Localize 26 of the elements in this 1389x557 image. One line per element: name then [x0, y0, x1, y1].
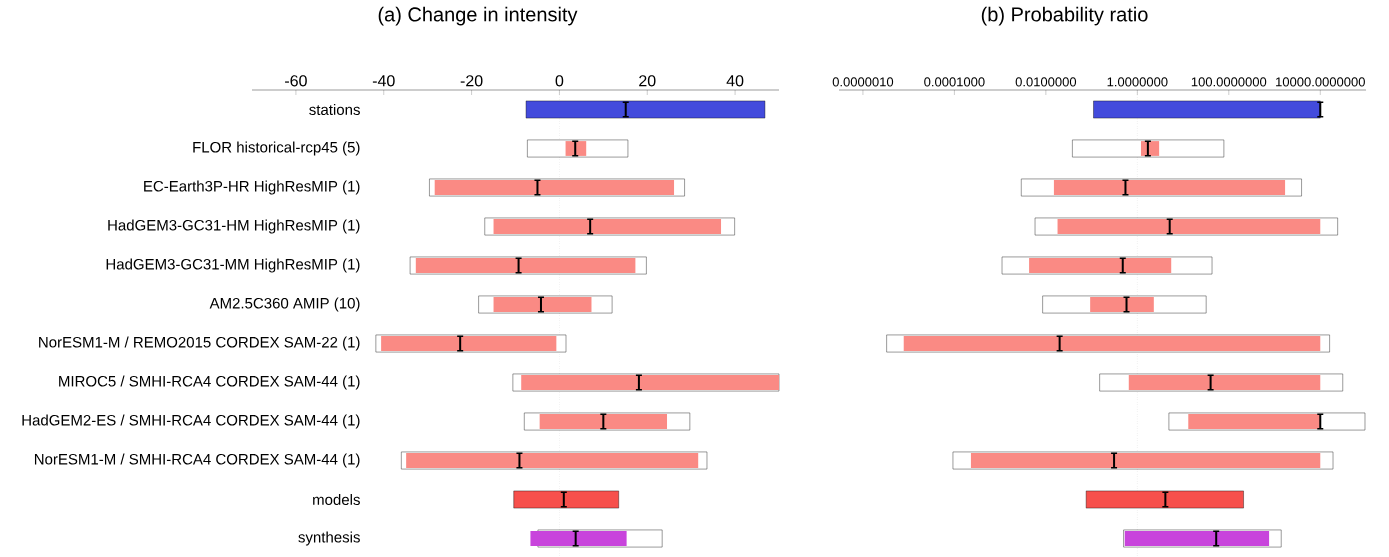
y-tick-label: EC-Earth3P-HR HighResMIP (1) — [144, 180, 360, 195]
chart-title: (a) Change in intensity — [378, 6, 578, 26]
x-tick-label: -20 — [460, 75, 483, 87]
x-tick-label: 0 — [555, 75, 564, 87]
y-tick-label: HadGEM3-GC31-HM HighResMIP (1) — [108, 219, 360, 234]
y-tick-label: AM2.5C360 AMIP (10) — [209, 297, 360, 312]
x-tick-label: 40 — [726, 75, 744, 87]
chart-title: (b) Probability ratio — [981, 6, 1148, 26]
x-tick-label: 100.0000000 — [1191, 77, 1267, 87]
x-tick-label: 0.0000010 — [832, 77, 894, 87]
y-tick-label: MIROC5 / SMHI-RCA4 CORDEX SAM-44 (1) — [59, 375, 360, 390]
y-tick-label: FLOR historical-rcp45 (5) — [193, 141, 360, 156]
x-tick-label: 0.0001000 — [924, 77, 985, 87]
x-tick-label: 1.0000000 — [1107, 77, 1168, 87]
y-tick-label: synthesis — [298, 531, 360, 546]
x-tick-label: 20 — [639, 75, 656, 87]
y-tick-label: HadGEM3-GC31-MM HighResMIP (1) — [106, 258, 360, 273]
y-tick-label: NorESM1-M / REMO2015 CORDEX SAM-22 (1) — [39, 336, 360, 351]
x-tick-label: -60 — [285, 75, 307, 87]
x-tick-label: 10000.0000000 — [1276, 77, 1365, 87]
y-tick-label: stations — [309, 103, 360, 115]
y-tick-label: models — [313, 494, 360, 506]
x-tick-label: 0.0100000 — [1015, 77, 1077, 87]
y-tick-label: NorESM1-M / SMHI-RCA4 CORDEX SAM-44 (1) — [34, 453, 360, 468]
y-tick-label: HadGEM2-ES / SMHI-RCA4 CORDEX SAM-44 (1) — [22, 414, 360, 429]
x-tick-label: -40 — [372, 75, 395, 87]
